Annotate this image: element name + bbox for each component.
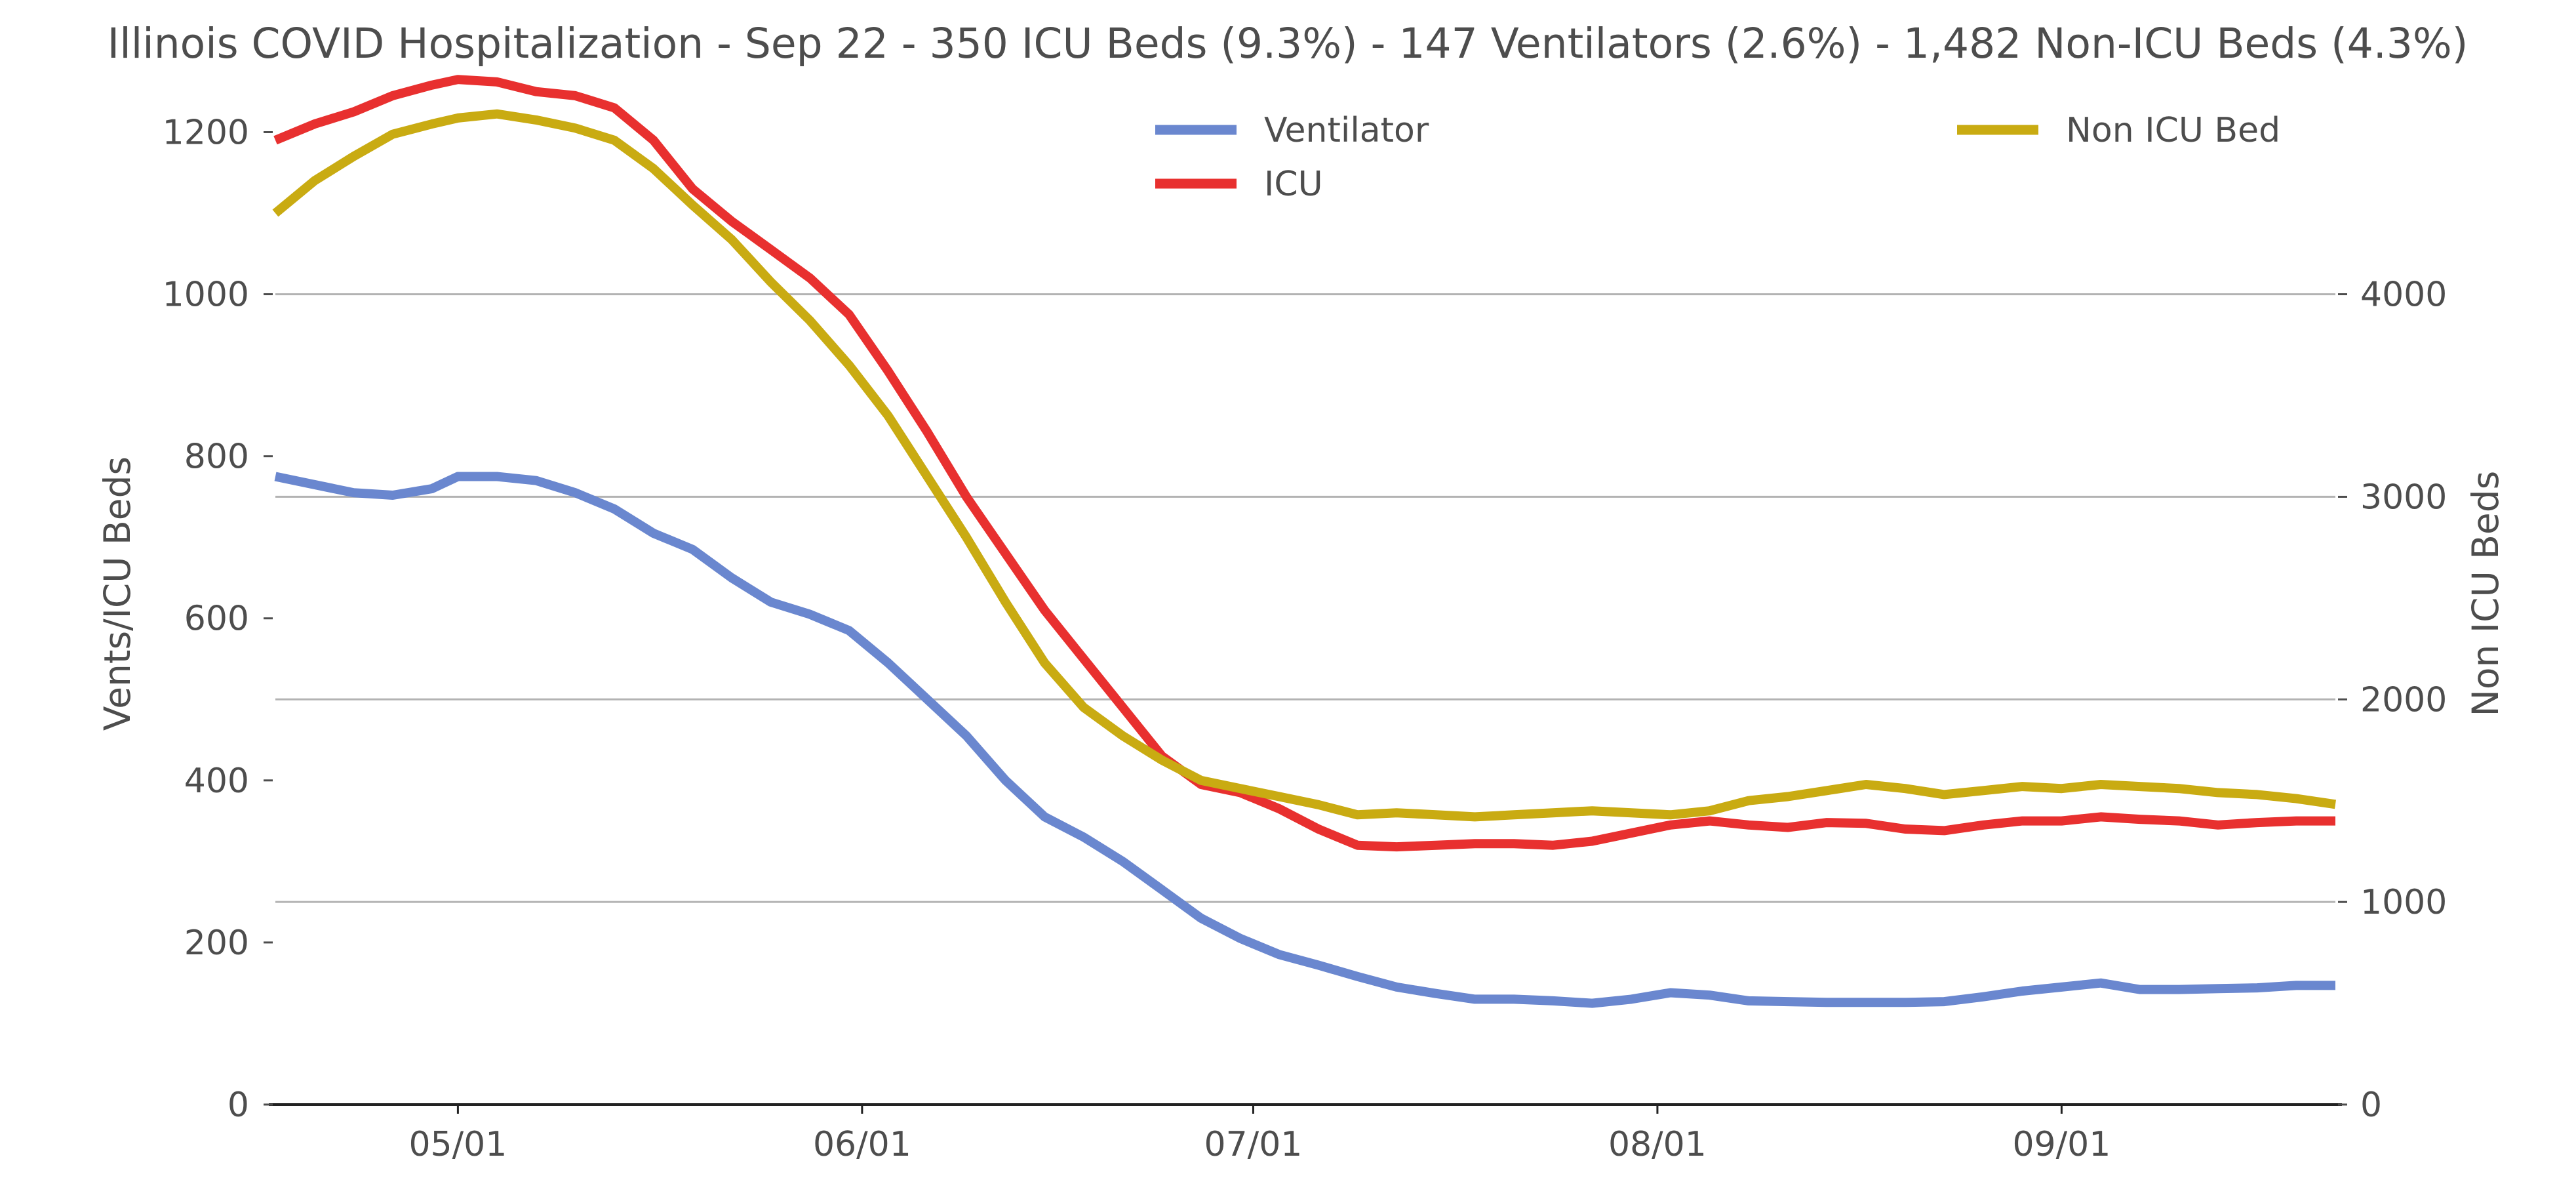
grid xyxy=(275,293,2335,903)
y2-tick-label: 2000 xyxy=(2360,680,2447,720)
x-tick-label: 05/01 xyxy=(408,1125,507,1164)
legend-label-ventilator: Ventilator xyxy=(1264,111,1429,150)
y2-tick-label: 3000 xyxy=(2360,477,2447,517)
y2-tick-label: 0 xyxy=(2360,1086,2382,1125)
x-tick-label: 09/01 xyxy=(2012,1125,2110,1164)
y-tick-label: 1000 xyxy=(163,275,249,315)
series-lines xyxy=(272,75,2337,1008)
x-tick-label: 06/01 xyxy=(813,1125,911,1164)
y2-axis-label: Non ICU Beds xyxy=(2465,471,2507,717)
y-tick-label: 1200 xyxy=(163,113,249,152)
y-tick-label: 600 xyxy=(184,599,249,639)
y-tick-label: 400 xyxy=(184,762,249,801)
y-tick-label: 0 xyxy=(228,1086,249,1125)
series-line-non-icu-bed xyxy=(272,109,2337,822)
y-axis-label: Vents/ICU Beds xyxy=(96,457,138,731)
legend-label-icu: ICU xyxy=(1264,165,1323,204)
x-tick-label: 07/01 xyxy=(1204,1125,1303,1164)
series-line-icu xyxy=(273,75,2335,852)
y2-tick-label: 1000 xyxy=(2360,883,2447,922)
y-tick-label: 800 xyxy=(184,437,249,477)
x-tick-label: 08/01 xyxy=(1608,1125,1707,1164)
chart-title: Illinois COVID Hospitalization - Sep 22 … xyxy=(108,20,2468,68)
y2-tick-label: 4000 xyxy=(2360,275,2447,315)
axes: 0 200 400 600 800 1000 1200 0 1000 2000 3000 4000 05… xyxy=(163,113,2447,1164)
legend: Ventilator ICU Non ICU Bed xyxy=(1155,111,2280,204)
series-line-ventilator xyxy=(274,472,2335,1008)
y-tick-label: 200 xyxy=(184,924,249,963)
legend-label-non-icu-bed: Non ICU Bed xyxy=(2066,111,2280,150)
